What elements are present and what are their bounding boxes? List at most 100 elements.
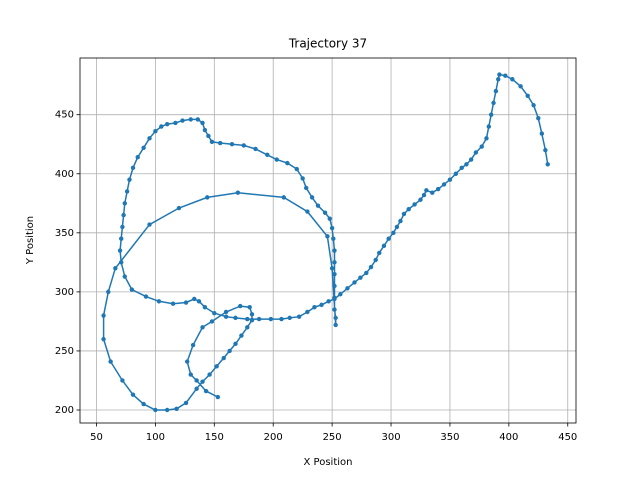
- point: [322, 210, 328, 215]
- point: [141, 401, 146, 407]
- point: [241, 143, 246, 148]
- point: [386, 236, 391, 241]
- point: [188, 117, 193, 122]
- point: [531, 103, 536, 108]
- point: [332, 260, 337, 265]
- point: [164, 407, 170, 413]
- point: [394, 224, 400, 230]
- point: [309, 195, 315, 200]
- point: [447, 177, 453, 182]
- point: [412, 202, 417, 207]
- point: [122, 274, 127, 279]
- point: [265, 152, 270, 158]
- point: [188, 372, 193, 377]
- point: [398, 218, 403, 224]
- point: [435, 186, 441, 192]
- point: [113, 266, 118, 271]
- point: [207, 372, 212, 377]
- point: [194, 378, 199, 383]
- point: [223, 314, 229, 319]
- point: [453, 171, 459, 176]
- point: [147, 136, 152, 141]
- point: [479, 144, 484, 149]
- point: [391, 230, 396, 236]
- point: [287, 315, 292, 321]
- point: [183, 300, 189, 305]
- point: [300, 176, 305, 181]
- point: [401, 211, 407, 217]
- point: [245, 316, 250, 322]
- point: [173, 120, 178, 126]
- point: [473, 150, 479, 155]
- point: [338, 292, 343, 297]
- point: [121, 212, 126, 218]
- point: [468, 157, 474, 162]
- x-tick-label: 350: [440, 432, 459, 443]
- point: [326, 299, 331, 304]
- point: [239, 333, 244, 338]
- point: [170, 301, 176, 306]
- point: [486, 124, 492, 129]
- point: [120, 378, 125, 383]
- point: [441, 182, 447, 187]
- ticks: 50 100 150 200 250 300 350 400 450 200 250 300 350 40…: [55, 110, 577, 443]
- point: [253, 146, 258, 152]
- point: [130, 165, 136, 171]
- x-tick-label: 100: [146, 432, 165, 443]
- point: [229, 142, 235, 147]
- point: [279, 316, 284, 322]
- point: [129, 287, 135, 292]
- point: [296, 314, 302, 319]
- point: [406, 206, 411, 212]
- point: [192, 296, 197, 302]
- point: [217, 140, 223, 146]
- point: [545, 162, 550, 167]
- point: [159, 124, 164, 129]
- point: [202, 127, 208, 133]
- point: [368, 264, 374, 270]
- point: [496, 77, 501, 82]
- point: [196, 299, 202, 304]
- x-tick-label: 150: [205, 432, 224, 443]
- point: [183, 400, 189, 406]
- point: [274, 157, 279, 162]
- chart-title: Trajectory 37: [288, 37, 367, 51]
- point: [421, 192, 427, 198]
- point: [332, 271, 337, 277]
- point: [223, 309, 229, 315]
- point: [345, 286, 350, 291]
- point: [206, 133, 211, 139]
- point: [221, 355, 226, 361]
- y-tick-label: 400: [55, 169, 74, 180]
- point: [373, 257, 378, 263]
- point: [249, 318, 255, 323]
- point: [294, 166, 299, 172]
- point: [195, 117, 201, 122]
- point: [312, 305, 317, 310]
- point: [377, 250, 382, 256]
- point: [245, 325, 250, 330]
- y-tick-label: 300: [55, 287, 74, 298]
- y-axis-label: Y Position: [25, 216, 36, 265]
- point: [202, 305, 208, 310]
- y-tick-label: 450: [55, 110, 74, 121]
- point: [332, 283, 337, 289]
- point: [209, 319, 215, 324]
- point: [497, 72, 502, 77]
- point: [215, 394, 221, 400]
- point: [319, 302, 324, 308]
- point: [329, 225, 335, 231]
- point: [194, 386, 199, 391]
- point: [430, 190, 435, 195]
- point: [235, 190, 241, 195]
- point: [510, 77, 515, 82]
- point: [212, 310, 217, 316]
- point: [332, 295, 337, 300]
- point: [106, 289, 111, 295]
- point: [325, 234, 330, 239]
- x-tick-label: 200: [264, 432, 283, 443]
- point: [120, 224, 125, 230]
- point: [233, 315, 238, 321]
- point: [127, 177, 132, 182]
